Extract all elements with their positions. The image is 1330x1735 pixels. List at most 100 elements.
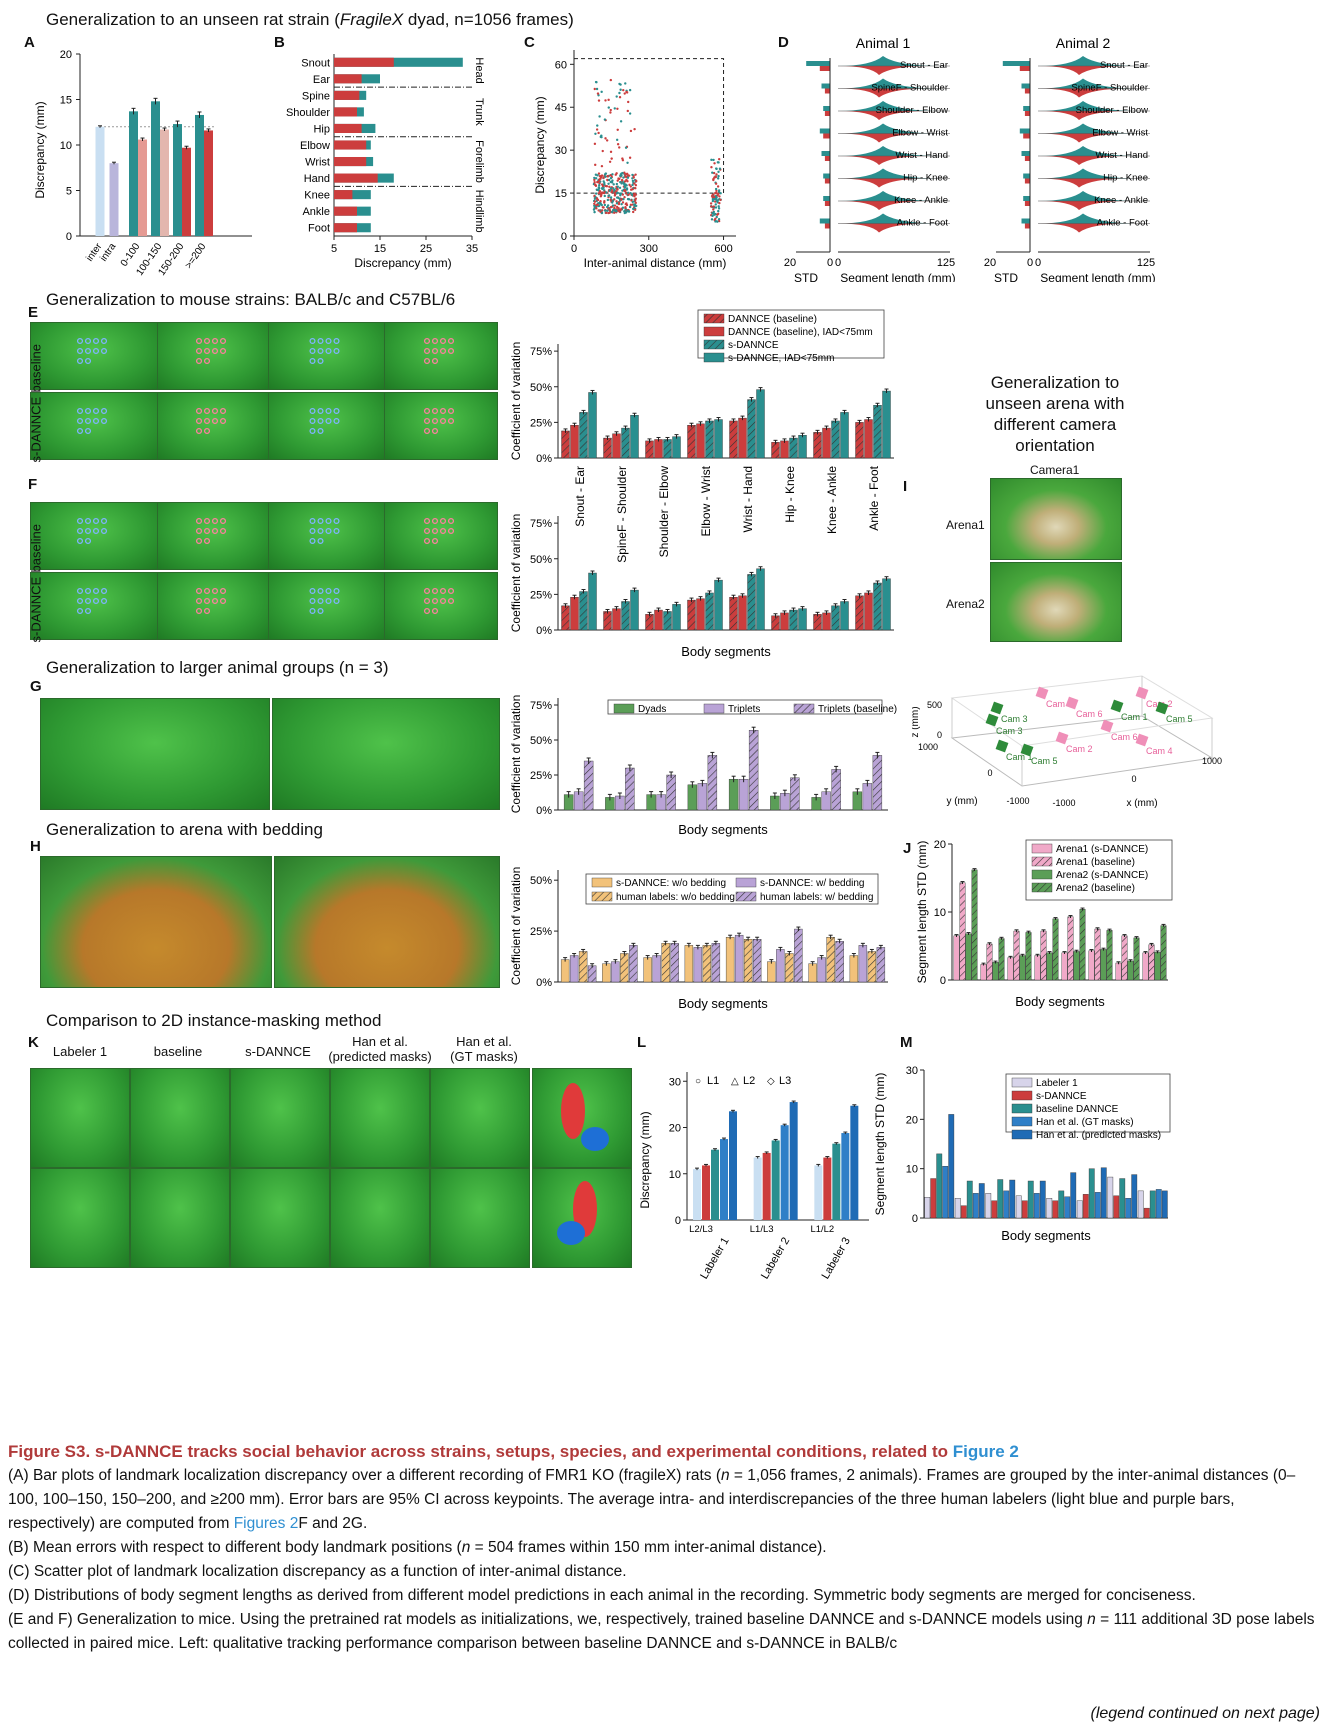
scatter-point: [600, 90, 603, 94]
bar-hatch: [813, 432, 822, 458]
chart-h: 0% 25% 50% Coefficient of variation Body seg…: [509, 867, 888, 1011]
scatter-point: [608, 185, 611, 188]
scatter-point: [625, 91, 629, 94]
violin-top: [1038, 123, 1140, 134]
camera-label: Cam 4: [1146, 746, 1173, 756]
bar-shoulder-red: [334, 107, 357, 117]
scatter-point: [619, 120, 623, 123]
bar-hatch: [729, 420, 738, 458]
tracking-photo: [30, 322, 158, 390]
legend-label: Arena2 (baseline): [1056, 883, 1135, 894]
y-tick-label: 20: [60, 49, 72, 61]
bar-hatch: [785, 953, 794, 982]
row-label-e-baseline: baseline: [28, 344, 44, 393]
bar: [936, 1153, 943, 1219]
scatter-point: [629, 129, 633, 133]
bar: [1033, 1193, 1040, 1219]
scatter-point: [603, 118, 607, 121]
camera-marker: [1055, 731, 1069, 745]
keypoint: [84, 417, 92, 425]
figure-2-link[interactable]: Figure 2: [952, 1442, 1019, 1461]
x-axis-label: Body segments: [1001, 1228, 1091, 1243]
scatter-point: [715, 173, 718, 176]
legend-label: Han et al. (predicted masks): [1036, 1130, 1161, 1141]
bar: [1115, 962, 1122, 981]
segment-label: Hip - Knee: [903, 173, 948, 184]
scatter-point: [615, 138, 619, 142]
scatter-point: [611, 173, 614, 176]
scatter-point: [618, 96, 622, 99]
segment-label: Knee - Ankle: [894, 195, 948, 206]
std-bar-teal: [823, 173, 830, 179]
scatter-point: [602, 206, 605, 209]
bar: [1039, 1180, 1046, 1219]
bar: [1154, 951, 1161, 981]
y-tick: -1000: [1006, 796, 1029, 806]
violin-top: [838, 191, 940, 201]
legend-swatch-hatch: [704, 340, 724, 349]
violin-top: [838, 168, 940, 179]
z-axis-label: z (mm): [912, 706, 921, 737]
bar-hatch: [831, 769, 841, 810]
std-tick: 20: [984, 257, 996, 269]
bar: [711, 1149, 719, 1220]
legend-swatch-hatch: [1032, 857, 1052, 866]
bar: [720, 1139, 728, 1220]
scatter-point: [717, 157, 721, 161]
bar: [808, 963, 817, 983]
bar: [1076, 1200, 1083, 1219]
scatter-point: [632, 210, 635, 214]
legend-box: [697, 309, 885, 359]
bar: [672, 604, 681, 631]
segment-label: Shoulder - Elbow: [1076, 105, 1148, 116]
bar-hatch: [998, 938, 1005, 980]
bar-ankle-red: [334, 206, 357, 216]
photo-g-2: [272, 698, 500, 810]
bar: [767, 961, 776, 983]
std-bar-teal: [806, 61, 830, 66]
bar: [776, 949, 785, 983]
bar: [612, 608, 621, 631]
keypoint: [203, 337, 211, 345]
scatter-point: [607, 106, 610, 109]
bar: [560, 959, 570, 983]
mask-photo: [532, 1068, 632, 1168]
bar: [780, 440, 789, 459]
scatter-point: [603, 203, 607, 207]
scatter-point: [624, 82, 627, 85]
segment-label: Snout - Ear: [1100, 60, 1148, 71]
keypoint: [309, 527, 316, 535]
bar: [953, 935, 960, 981]
keypoint: [195, 417, 203, 425]
scatter-point: [597, 192, 601, 195]
scatter-point: [719, 192, 722, 195]
scatter-point: [619, 192, 623, 195]
camera-label: Cam 6: [1111, 732, 1138, 742]
scatter-point: [712, 177, 715, 181]
std-bar-red: [824, 223, 830, 229]
bar: [1019, 955, 1026, 981]
x-tick-label: Hip - Knee: [783, 466, 797, 523]
scatter-point: [628, 88, 632, 92]
keypoint: [423, 607, 431, 615]
camera-marker: [1155, 701, 1169, 715]
y-tick-label: Snout: [301, 57, 330, 69]
scatter-point: [622, 176, 625, 179]
scatter-point: [628, 183, 631, 187]
column-header-1: Labeler 1: [52, 1044, 108, 1059]
length-tick: 0: [1035, 257, 1041, 269]
bar-knee-red: [334, 190, 353, 200]
bar: [1155, 1189, 1162, 1219]
figures-2-link[interactable]: Figures 2: [233, 1515, 299, 1532]
keypoint: [317, 417, 324, 425]
keypoint: [219, 527, 227, 535]
bar-hatch: [603, 438, 612, 458]
keypoint: [211, 597, 219, 605]
chart-g: 0% 25% 50% 75% Coefficient of variation Body …: [509, 695, 897, 837]
violin-top: [838, 146, 940, 156]
tracking-photo: [157, 392, 269, 460]
violin-bottom: [1038, 201, 1130, 210]
keypoint: [423, 347, 431, 355]
bar-100-150-teal: [151, 101, 160, 236]
bar: [1149, 1190, 1156, 1219]
